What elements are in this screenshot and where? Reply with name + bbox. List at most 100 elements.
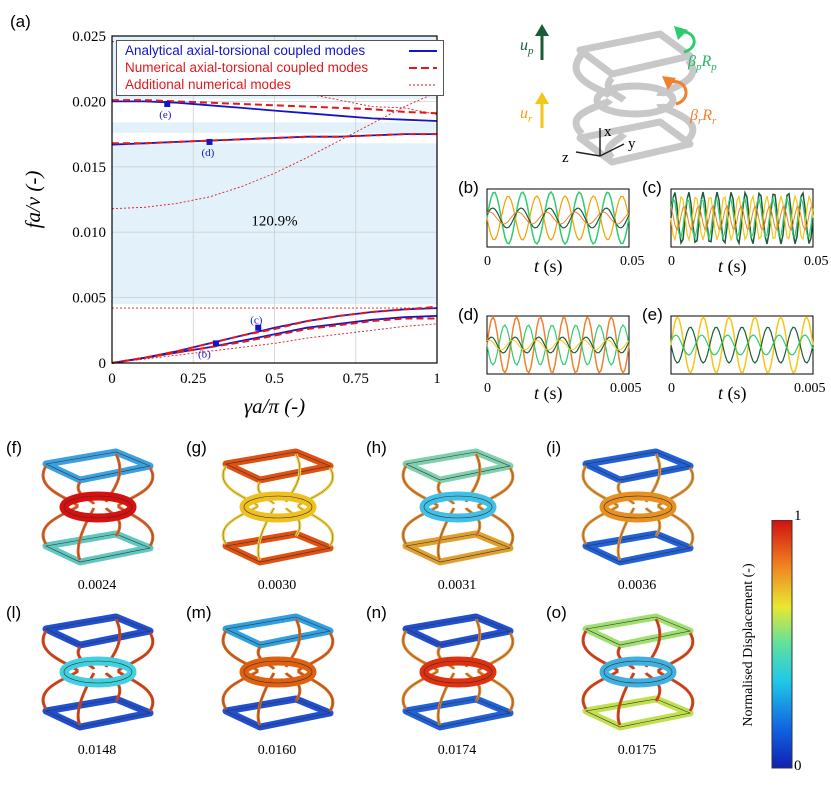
- mode-shape-o: [581, 613, 695, 731]
- mode-shape-i: [581, 448, 695, 566]
- u-p-sub: p: [527, 45, 534, 57]
- y-tick-label: 0: [99, 356, 107, 372]
- mode-frequency-f: 0.0024: [77, 578, 117, 593]
- mode-frequency-i: 0.0036: [617, 578, 657, 593]
- x-axis-label: γa/π (-): [244, 394, 305, 418]
- time-axis-zero: 0: [484, 254, 491, 269]
- R-p-sub: p: [710, 61, 717, 73]
- marker-label: (d): [202, 147, 215, 159]
- time-signal-plot-e: [670, 315, 814, 375]
- beta-r-label: β: [689, 107, 698, 124]
- mode-shape-m: [221, 613, 335, 731]
- mode-shape-h: [401, 448, 515, 566]
- x-tick-label: 0.5: [265, 371, 284, 387]
- series-line-3: [111, 133, 437, 146]
- y-axis-label: fa/v (-): [21, 171, 45, 229]
- panel-label-i: (i): [546, 438, 562, 457]
- R-p-label: R: [700, 53, 711, 70]
- time-axis-label: t (s): [534, 383, 563, 403]
- axis-y-label: y: [628, 136, 636, 152]
- y-tick-label: 0.020: [72, 94, 106, 110]
- rotation-arrow-r: [669, 80, 688, 106]
- ring: [593, 82, 677, 118]
- x-tick-label: 0: [108, 371, 116, 387]
- time-axis-zero: 0: [668, 254, 675, 269]
- mode-shape-n: [401, 613, 515, 731]
- x-tick-label: 1: [433, 371, 441, 387]
- svg-text:ur: ur: [520, 105, 533, 125]
- axis-x-label: x: [604, 124, 612, 140]
- mode-marker: [255, 324, 262, 331]
- series-line-9: [111, 323, 438, 364]
- panel-label-o: (o): [546, 603, 567, 622]
- mode-frequency-o: 0.0175: [617, 743, 657, 758]
- mode-shape-g: [221, 448, 335, 566]
- y-tick-label: 0.015: [72, 160, 106, 176]
- series-line-2: [111, 315, 438, 364]
- panel-label-m: (m): [186, 603, 212, 622]
- mode-marker: [206, 138, 213, 145]
- y-tick-label: 0.025: [72, 29, 106, 45]
- panel-label-n: (n): [366, 603, 387, 622]
- svg-text:βpRp: βpRp: [687, 53, 717, 73]
- R-r-label: R: [701, 107, 712, 124]
- panel-label-e: (e): [642, 305, 663, 324]
- panel-label-a: (a): [10, 12, 31, 31]
- panel-label-c: (c): [642, 178, 662, 197]
- dispersion-chart: (b) (c) (d) (e) 120.9% 0 0.25 0.5 0.75 1 0 0.005 0.0…: [21, 29, 441, 418]
- bottom-plate-frame: [576, 118, 694, 166]
- colorbar-min: 0: [794, 758, 802, 774]
- legend-analytical: Analytical axial-torsional coupled modes: [125, 43, 366, 58]
- svg-text:up: up: [520, 37, 534, 57]
- panel-label-f: (f): [6, 438, 23, 457]
- axis-z-label: z: [562, 150, 569, 166]
- y-tick-label: 0.010: [72, 225, 106, 241]
- time-axis-label: t (s): [534, 256, 563, 276]
- beta-p-sub: p: [695, 61, 702, 73]
- series-line-11: [111, 91, 438, 210]
- legend-numerical: Numerical axial-torsional coupled modes: [125, 60, 369, 75]
- mode-frequency-n: 0.0174: [437, 743, 477, 758]
- time-axis-zero: 0: [484, 381, 491, 396]
- marker-label: (b): [198, 348, 211, 360]
- time-signal-plot-d: [486, 315, 630, 375]
- time-axis-max: 0.005: [794, 381, 826, 396]
- y-tick-label: 0.005: [72, 291, 106, 307]
- mode-frequency-l: 0.0148: [77, 743, 117, 758]
- panel-label-d: (d): [458, 305, 479, 324]
- mode-shape-l: [41, 613, 155, 731]
- time-axis-max: 0.005: [610, 381, 642, 396]
- time-axis-label: t (s): [718, 256, 747, 276]
- svg-text:βrRr: βrRr: [689, 107, 717, 127]
- mode-frequency-g: 0.0030: [257, 578, 297, 593]
- mode-frequency-m: 0.0160: [257, 743, 297, 758]
- time-signal-plot-b: [486, 188, 630, 248]
- x-tick-label: 0.75: [343, 371, 369, 387]
- colorbar-max: 1: [794, 508, 802, 524]
- mode-marker: [213, 340, 219, 347]
- mode-frequency-h: 0.0031: [437, 578, 477, 593]
- colorbar: [771, 520, 793, 769]
- panel-label-b: (b): [458, 178, 479, 197]
- bandgap-label: 120.9%: [251, 214, 297, 230]
- time-axis-zero: 0: [668, 381, 675, 396]
- beta-r-sub: r: [698, 115, 703, 127]
- x-tick-label: 0.25: [180, 371, 206, 387]
- colorbar-label: Normalised Displacement (-): [741, 563, 756, 727]
- panel-label-g: (g): [186, 438, 207, 457]
- chart-legend: Analytical axial-torsional coupled modes…: [116, 40, 444, 96]
- panel-label-l: (l): [6, 603, 22, 622]
- marker-label: (e): [159, 109, 172, 121]
- panel-label-h: (h): [366, 438, 387, 457]
- time-axis-max: 0.05: [620, 254, 645, 269]
- unit-cell-schematic: up ur βpRp βrRr x y z: [520, 24, 717, 166]
- time-axis-label: t (s): [718, 383, 747, 403]
- mode-shape-f: [41, 448, 155, 566]
- top-plate-frame: [576, 30, 694, 78]
- legend-additional: Additional numerical modes: [125, 77, 291, 92]
- time-axis-max: 0.05: [804, 254, 829, 269]
- marker-label: (c): [250, 315, 263, 327]
- R-r-sub: r: [712, 115, 717, 127]
- u-p-label: u: [520, 37, 528, 54]
- beta-p-label: β: [687, 53, 696, 70]
